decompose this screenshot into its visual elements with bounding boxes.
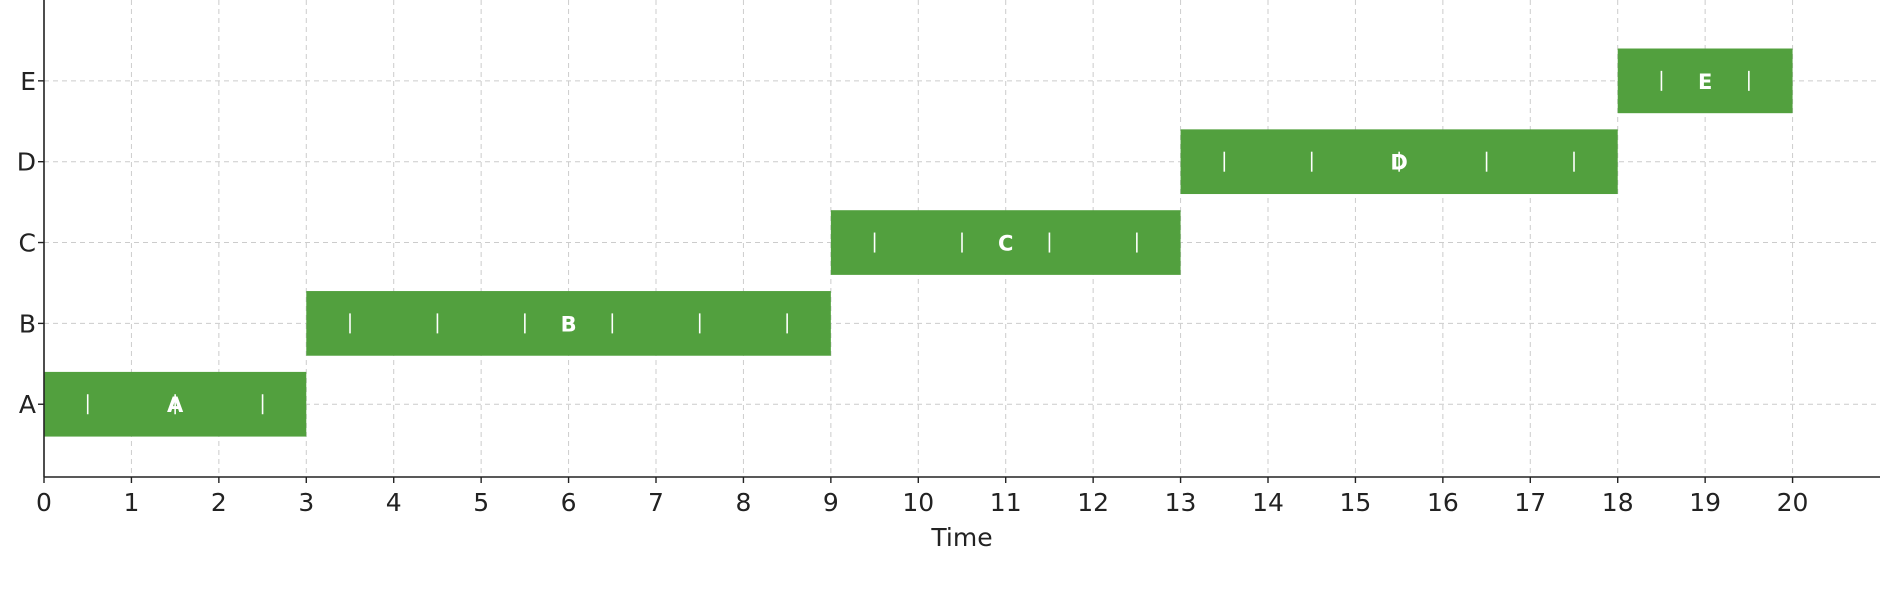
bar-label: C — [998, 232, 1013, 256]
x-tick-label: 2 — [211, 488, 227, 517]
task-bar-a: A — [44, 371, 307, 437]
task-bar-e: E — [1617, 48, 1793, 114]
x-tick-label: 11 — [990, 488, 1022, 517]
x-tick-label: 15 — [1340, 488, 1372, 517]
x-tick-label: 19 — [1689, 488, 1721, 517]
x-tick-label: 6 — [561, 488, 577, 517]
x-tick-label: 16 — [1427, 488, 1459, 517]
bar — [830, 210, 1181, 275]
x-tick-label: 14 — [1252, 488, 1284, 517]
task-bar-c: C — [830, 210, 1181, 275]
y-tick-label: E — [20, 67, 36, 96]
x-tick-label: 9 — [823, 488, 839, 517]
x-tick-label: 3 — [298, 488, 314, 517]
x-tick-label: 5 — [473, 488, 489, 517]
x-tick-label: 0 — [36, 488, 52, 517]
x-tick-label: 10 — [902, 488, 934, 517]
x-tick-label: 20 — [1777, 488, 1809, 517]
task-bar-d: D — [1180, 129, 1618, 195]
bar-label: B — [561, 312, 577, 336]
x-tick-label: 12 — [1077, 488, 1109, 517]
bar-label: E — [1698, 70, 1712, 94]
y-tick-label: B — [19, 309, 36, 338]
bars: A B C D E — [44, 48, 1793, 437]
x-tick-label: 8 — [735, 488, 751, 517]
x-axis-title: Time — [930, 523, 992, 552]
bar-label: D — [1390, 151, 1407, 175]
task-bar-b: B — [306, 291, 831, 356]
y-tick-label: C — [19, 229, 36, 258]
y-tick-label: D — [17, 148, 36, 177]
bar — [1617, 48, 1793, 114]
x-tick-label: 7 — [648, 488, 664, 517]
y-tick-label: A — [19, 390, 36, 419]
bar — [306, 291, 831, 356]
x-tick-label: 13 — [1165, 488, 1197, 517]
x-tick-label: 17 — [1514, 488, 1546, 517]
x-tick-label: 18 — [1602, 488, 1634, 517]
x-tick-label: 4 — [386, 488, 402, 517]
x-tick-label: 1 — [123, 488, 139, 517]
bar-label: A — [167, 393, 184, 417]
